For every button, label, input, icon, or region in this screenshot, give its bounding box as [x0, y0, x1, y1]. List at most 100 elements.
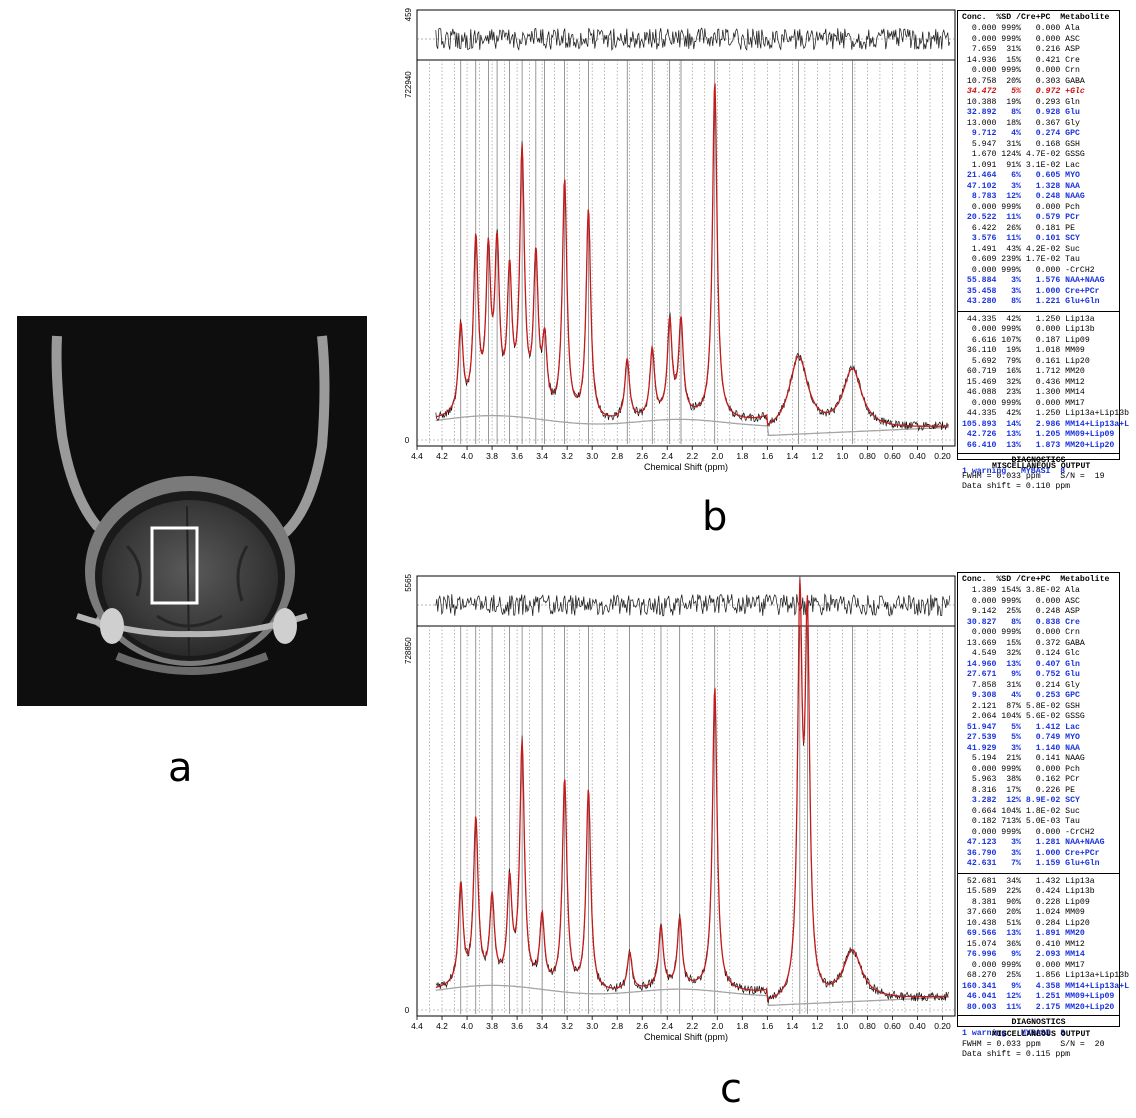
main-y-zero-label: 0 — [405, 1006, 410, 1015]
x-tick-label: 1.4 — [786, 451, 798, 461]
table-row: 160.341 9% 4.358 MM14+Lip13a+L — [962, 981, 1130, 991]
x-tick-label: 4.2 — [436, 1021, 448, 1031]
x-tick-label: 1.2 — [811, 451, 823, 461]
table-divider — [958, 872, 1119, 874]
x-tick-label: 0.60 — [884, 451, 901, 461]
x-tick-label: 1.6 — [761, 1021, 773, 1031]
x-tick-label: 2.8 — [611, 1021, 623, 1031]
table-row: 20.522 11% 0.579 PCr — [962, 213, 1080, 222]
table-row: 5.963 38% 0.162 PCr — [962, 775, 1080, 784]
table-header: Conc. %SD /Cre+PC Metabolite — [962, 575, 1110, 584]
spectrum-fit-curve — [435, 579, 949, 1000]
table-row: 6.616 107% 0.187 Lip09 — [962, 335, 1090, 345]
table-row: 36.790 3% 1.000 Cre+PCr — [962, 848, 1100, 858]
table-row: 1.389 154% 3.8E-02 Ala — [962, 586, 1080, 595]
table-row: 80.003 11% 2.175 MM20+Lip20 — [962, 1002, 1115, 1012]
x-tick-label: 2.6 — [636, 451, 648, 461]
main-y-top-label: 722940 — [404, 71, 413, 98]
metabolite-table-b: Conc. %SD /Cre+PC Metabolite 0.000 999% … — [957, 10, 1130, 476]
table-header: Conc. %SD /Cre+PC Metabolite — [962, 13, 1110, 22]
x-tick-label: 2.0 — [711, 1021, 723, 1031]
table-row: 8.381 90% 0.228 Lip09 — [962, 897, 1090, 907]
table-row: 1.091 91% 3.1E-02 Lac — [962, 160, 1080, 170]
table-row: 69.566 13% 1.891 MM20 — [962, 929, 1085, 938]
table-row: 1.670 124% 4.7E-02 GSSG — [962, 150, 1085, 159]
plot-frame — [416, 9, 956, 447]
mri-image-drawing — [17, 316, 367, 706]
table-row: 55.884 3% 1.576 NAA+NAAG — [962, 276, 1105, 285]
x-tick-label: 1.0 — [836, 451, 848, 461]
x-tick-label: 1.0 — [836, 1021, 848, 1031]
diagnostics-title: DIAGNOSTICS — [1011, 1018, 1066, 1027]
x-tick-label: 0.20 — [934, 451, 951, 461]
residual-y-top-label: 5565 — [404, 573, 413, 591]
table-row: 32.892 8% 0.928 Glu — [962, 108, 1080, 117]
table-row: 36.110 19% 1.018 MM09 — [962, 346, 1085, 355]
table-row: 43.280 8% 1.221 Glu+Gln — [962, 297, 1100, 306]
table-row: 0.000 999% 0.000 MM17 — [962, 960, 1085, 970]
residual-y-top-label: 459 — [404, 7, 413, 21]
table-row: 13.669 15% 0.372 GABA — [962, 638, 1085, 648]
table-row: 30.827 8% 0.838 Cre — [962, 617, 1080, 627]
x-tick-label: 3.0 — [586, 1021, 598, 1031]
x-tick-label: 3.6 — [511, 1021, 523, 1031]
table-row: 0.000 999% 0.000 ASC — [962, 34, 1080, 44]
table-row: 15.074 36% 0.410 MM12 — [962, 939, 1085, 949]
table-row: 35.458 3% 1.000 Cre+PCr — [962, 286, 1100, 296]
baseline-curve — [435, 414, 949, 437]
x-tick-label: 0.80 — [859, 451, 876, 461]
table-row: 27.671 9% 0.752 Glu — [962, 670, 1080, 679]
table-row: 41.929 3% 1.140 NAA — [962, 743, 1080, 753]
table-row: 46.041 12% 1.251 MM09+Lip09 — [962, 992, 1115, 1001]
table-row: 13.000 18% 0.367 Gly — [962, 118, 1080, 128]
table-row: 0.000 999% 0.000 ASC — [962, 596, 1080, 606]
x-tick-label: 2.0 — [711, 451, 723, 461]
misc-title: MISCELLANEOUS OUTPUT — [992, 1030, 1091, 1039]
x-tick-label: 4.0 — [461, 1021, 473, 1031]
table-row: 44.335 42% 1.250 Lip13a+Lip13b — [962, 409, 1130, 418]
metabolite-table-c: Conc. %SD /Cre+PC Metabolite 1.389 154% … — [957, 572, 1130, 1038]
baseline-curve — [435, 984, 949, 1007]
mri-image — [17, 316, 367, 706]
table-row: 105.893 14% 2.986 MM14+Lip13a+L — [962, 419, 1130, 429]
x-tick-label: 4.4 — [411, 451, 423, 461]
misc-title: MISCELLANEOUS OUTPUT — [992, 462, 1091, 471]
table-row: 8.783 12% 0.248 NAAG — [962, 192, 1085, 201]
panel-label-a: a — [168, 745, 193, 791]
table-row: 8.316 17% 0.226 PE — [962, 785, 1076, 795]
table-row: 0.000 999% 0.000 Crn — [962, 66, 1080, 75]
table-row: 52.681 34% 1.432 Lip13a — [962, 876, 1095, 886]
table-row: 0.000 999% 0.000 Pch — [962, 764, 1080, 774]
table-row: 42.631 7% 1.159 Glu+Gln — [962, 859, 1100, 868]
table-row: 10.438 51% 0.284 Lip20 — [962, 918, 1090, 928]
table-row: 21.464 6% 0.605 MYO — [962, 171, 1080, 180]
table-row: 3.576 11% 0.101 SCY — [962, 234, 1080, 243]
panel-label-b: b — [702, 494, 728, 540]
table-row: 7.659 31% 0.216 ASP — [962, 45, 1080, 54]
table-row: 0.000 999% 0.000 Lip13b — [962, 325, 1095, 334]
table-row: 2.064 104% 5.6E-02 GSSG — [962, 712, 1085, 721]
table-row: 1.491 43% 4.2E-02 Suc — [962, 244, 1080, 254]
table-row: 0.182 713% 5.0E-03 Tau — [962, 817, 1080, 826]
roi-box — [150, 526, 199, 605]
x-tick-label: 3.8 — [486, 1021, 498, 1031]
x-tick-label: 2.6 — [636, 1021, 648, 1031]
main-y-zero-label: 0 — [405, 436, 410, 445]
diagnostics-line: 1 warning MYBASI 8 — [962, 466, 1066, 476]
x-tick-label: 2.8 — [611, 451, 623, 461]
table-row: 5.194 21% 0.141 NAAG — [962, 754, 1085, 763]
table-row: 14.960 13% 0.407 Gln — [962, 659, 1080, 669]
table-row: 60.719 16% 1.712 MM20 — [962, 367, 1085, 376]
table-divider — [958, 310, 1119, 312]
table-row: 5.692 79% 0.161 Lip20 — [962, 356, 1090, 366]
x-tick-label: 3.4 — [536, 451, 548, 461]
x-tick-label: 1.8 — [736, 451, 748, 461]
x-tick-label: 3.6 — [511, 451, 523, 461]
table-row: 3.282 12% 8.9E-02 SCY — [962, 796, 1080, 805]
x-tick-label: 4.2 — [436, 451, 448, 461]
table-row: 47.123 3% 1.281 NAA+NAAG — [962, 838, 1105, 847]
residual-trace — [435, 27, 951, 51]
main-y-top-label: 728850 — [404, 637, 413, 664]
table-row: 27.539 5% 0.749 MYO — [962, 733, 1080, 742]
table-row: 0.000 999% 0.000 MM17 — [962, 398, 1085, 408]
